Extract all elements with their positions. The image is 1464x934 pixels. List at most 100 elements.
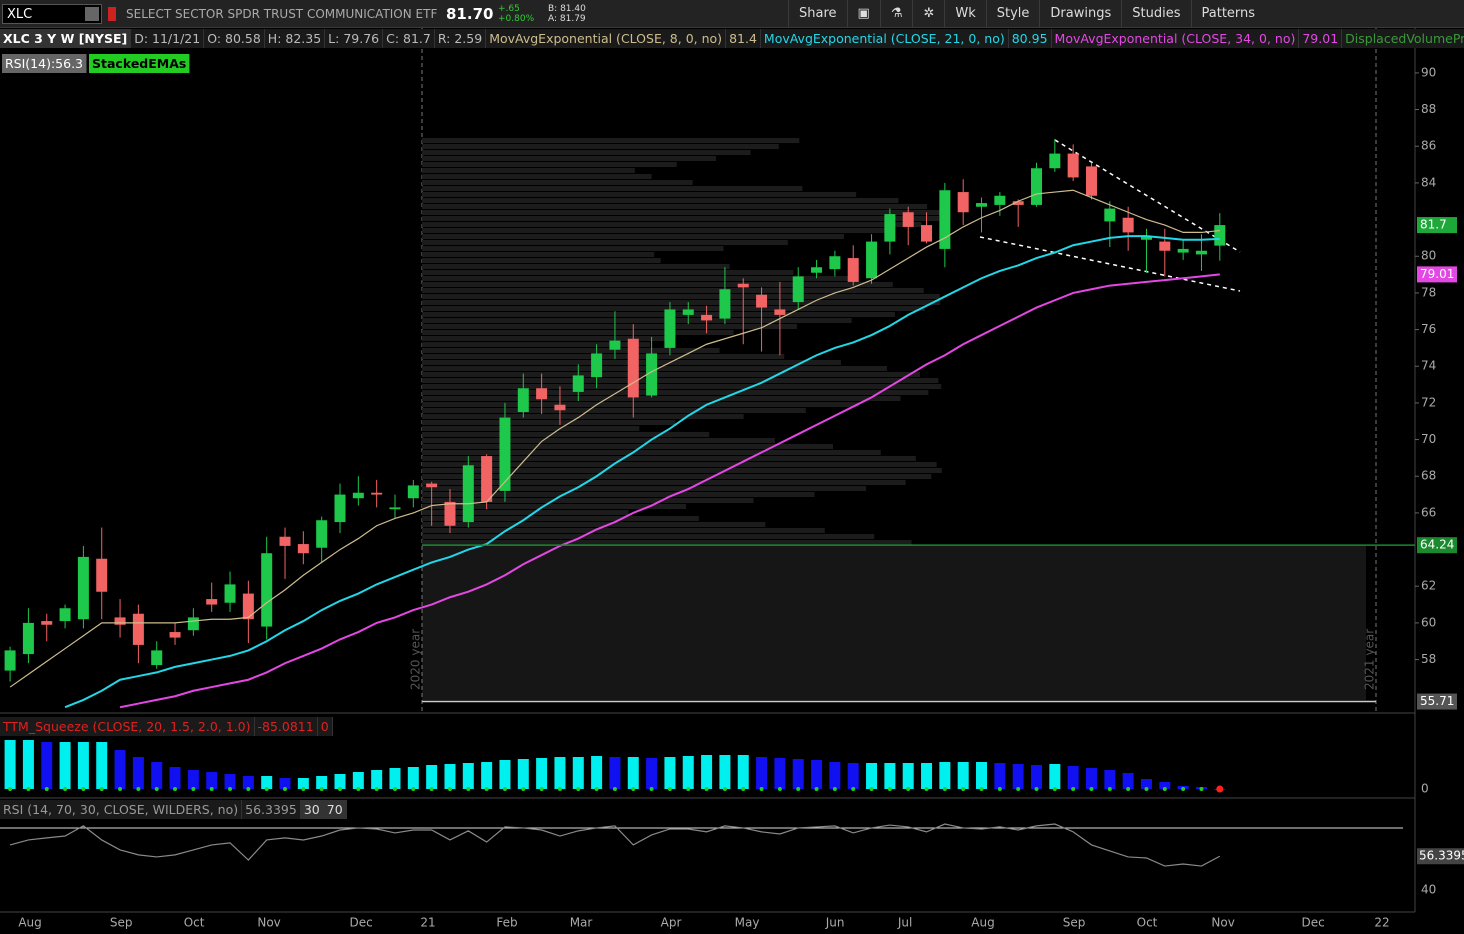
candle-body bbox=[499, 417, 511, 491]
squeeze-bar bbox=[682, 756, 694, 789]
squeeze-dot bbox=[832, 787, 837, 791]
candle-body bbox=[627, 338, 639, 398]
patterns-button[interactable]: Patterns bbox=[1190, 0, 1266, 27]
study-name[interactable]: MovAvgExponential (CLOSE, 34, 0, no) bbox=[1051, 29, 1300, 48]
squeeze-bar bbox=[554, 757, 566, 789]
badge[interactable]: StackedEMAs bbox=[89, 54, 191, 73]
squeeze-bar bbox=[664, 757, 676, 789]
study-name[interactable]: MovAvgExponential (CLOSE, 8, 0, no) bbox=[486, 29, 727, 48]
volume-profile-bar bbox=[422, 510, 629, 515]
squeeze-dot bbox=[1162, 787, 1167, 791]
drawings-button[interactable]: Drawings bbox=[1039, 0, 1121, 27]
squeeze-dot bbox=[81, 787, 86, 791]
candle-body bbox=[371, 492, 383, 495]
candle-body bbox=[921, 225, 933, 242]
squeeze-header: TTM_Squeeze (CLOSE, 20, 1.5, 2.0, 1.0) -… bbox=[0, 717, 333, 736]
timeframe-button[interactable]: Wk bbox=[944, 0, 985, 27]
ema-line bbox=[9, 189, 1220, 688]
x-tick-label: Jul bbox=[897, 916, 912, 930]
volume-profile-bar bbox=[422, 504, 687, 509]
squeeze-bar bbox=[902, 763, 914, 789]
candle-body bbox=[1195, 250, 1207, 255]
header-field: O: 80.58 bbox=[204, 29, 265, 48]
symbol-input[interactable]: XLC bbox=[2, 3, 102, 24]
x-tick-label: Jun bbox=[825, 916, 845, 930]
candle-body bbox=[517, 388, 529, 413]
icon-button[interactable]: ▣ bbox=[846, 0, 880, 27]
squeeze-bar bbox=[847, 763, 859, 789]
squeeze-bar bbox=[407, 767, 419, 789]
candle-body bbox=[59, 608, 71, 622]
volume-profile-bar bbox=[422, 474, 932, 479]
squeeze-dot bbox=[667, 787, 672, 791]
volume-profile-bar bbox=[422, 276, 849, 281]
squeeze-bar bbox=[829, 762, 841, 789]
squeeze-dot bbox=[759, 787, 764, 791]
candle-body bbox=[242, 593, 254, 620]
squeeze-dot bbox=[1071, 787, 1076, 791]
squeeze-dot bbox=[1199, 787, 1204, 791]
volume-profile-bar bbox=[422, 192, 857, 197]
volume-profile-bar bbox=[422, 396, 901, 401]
rsi-header: RSI (14, 70, 30, CLOSE, WILDERS, no) 56.… bbox=[0, 800, 347, 819]
squeeze-bar bbox=[4, 740, 16, 789]
volume-profile-bar bbox=[422, 348, 720, 353]
header-field: D: 11/1/21 bbox=[131, 29, 205, 48]
candle-body bbox=[994, 195, 1006, 205]
volume-profile-bar bbox=[422, 288, 924, 293]
studies-button[interactable]: Studies bbox=[1121, 0, 1190, 27]
squeeze-dot bbox=[44, 787, 49, 791]
rsi-marker bbox=[1417, 848, 1464, 865]
squeeze-bar bbox=[517, 759, 529, 789]
candle-body bbox=[646, 353, 658, 396]
icon-button[interactable]: ⚗ bbox=[879, 0, 913, 27]
squeeze-dot bbox=[722, 787, 727, 791]
x-tick-label: Nov bbox=[1211, 916, 1234, 930]
volume-profile-bar bbox=[422, 240, 788, 245]
icon-button[interactable]: ✲ bbox=[912, 0, 944, 27]
candle-body bbox=[682, 309, 694, 315]
study-name[interactable]: TTM_Squeeze (CLOSE, 20, 1.5, 2.0, 1.0) bbox=[0, 717, 255, 736]
squeeze-dot bbox=[631, 787, 636, 791]
volume-profile-bar bbox=[422, 216, 939, 221]
candle-body bbox=[261, 553, 273, 627]
squeeze-dot bbox=[374, 787, 379, 791]
volume-profile-bar bbox=[422, 342, 651, 347]
volume-profile-bar bbox=[422, 414, 744, 419]
squeeze-dot bbox=[411, 787, 416, 791]
volume-profile-bar bbox=[422, 324, 797, 329]
volume-profile-bar bbox=[422, 258, 661, 263]
price-marker bbox=[1417, 266, 1457, 283]
squeeze-dot bbox=[1034, 787, 1039, 791]
share-button[interactable]: Share bbox=[788, 0, 847, 27]
squeeze-dot bbox=[887, 787, 892, 791]
squeeze-bar bbox=[1049, 764, 1061, 789]
squeeze-bar bbox=[187, 770, 199, 789]
badge[interactable]: RSI(14):56.3 bbox=[2, 54, 88, 73]
price-marker-label: 81.7 bbox=[1420, 218, 1447, 232]
study-name[interactable]: DisplacedVolumeProfile ... bbox=[1342, 29, 1464, 48]
candle-body bbox=[1140, 236, 1152, 240]
volume-profile-bar bbox=[422, 270, 794, 275]
study-name[interactable]: MovAvgExponential (CLOSE, 21, 0, no) bbox=[760, 29, 1009, 48]
volume-profile-bar bbox=[422, 174, 652, 179]
volume-profile-bar bbox=[422, 144, 779, 149]
squeeze-dot bbox=[1089, 787, 1094, 791]
ask: A: 81.79 bbox=[548, 13, 586, 24]
x-tick-label: Sep bbox=[110, 916, 133, 930]
squeeze-bar bbox=[1012, 764, 1024, 789]
candle-body bbox=[591, 353, 603, 378]
squeeze-bar bbox=[591, 756, 603, 789]
toolbar: XLC SELECT SECTOR SPDR TRUST COMMUNICATI… bbox=[0, 0, 1464, 28]
style-button[interactable]: Style bbox=[985, 0, 1040, 27]
y-tick-label: 84 bbox=[1421, 175, 1436, 189]
volume-profile-bar bbox=[422, 294, 940, 299]
squeeze-dot bbox=[63, 787, 68, 791]
x-tick-label: Apr bbox=[661, 916, 682, 930]
squeeze-dot bbox=[136, 787, 141, 791]
candle-body bbox=[352, 492, 364, 499]
volume-profile-bar bbox=[422, 516, 699, 521]
squeeze-dot bbox=[392, 787, 397, 791]
squeeze-bar bbox=[921, 763, 933, 789]
study-name[interactable]: RSI (14, 70, 30, CLOSE, WILDERS, no) bbox=[0, 800, 243, 819]
